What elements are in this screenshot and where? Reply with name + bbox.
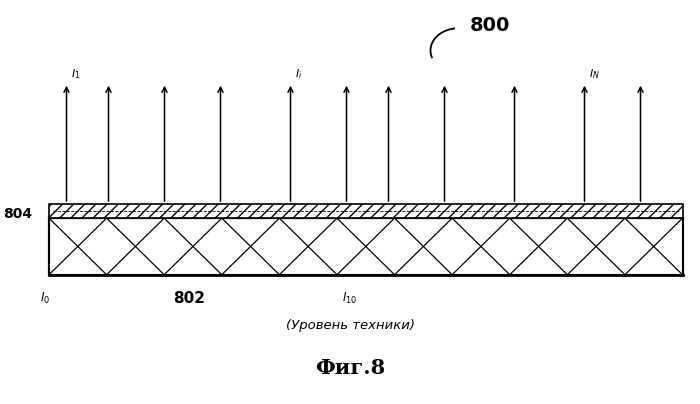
Text: $I_i$: $I_i$	[295, 67, 303, 81]
Bar	[49, 204, 682, 218]
Text: (Уровень техники): (Уровень техники)	[286, 319, 414, 332]
Text: 804: 804	[4, 207, 33, 221]
Text: 1: 1	[71, 206, 77, 216]
Text: 800: 800	[470, 16, 510, 35]
Text: 802: 802	[173, 291, 205, 306]
Text: $I_0$: $I_0$	[41, 291, 50, 306]
Bar	[49, 218, 682, 275]
Text: N: N	[589, 206, 596, 216]
Text: i: i	[295, 206, 298, 216]
Text: Фиг.8: Фиг.8	[315, 358, 385, 378]
Text: $I_1$: $I_1$	[71, 67, 81, 81]
Text: 2: 2	[113, 206, 119, 216]
Text: $I_{10}$: $I_{10}$	[342, 291, 358, 306]
Text: $I_N$: $I_N$	[589, 67, 601, 81]
